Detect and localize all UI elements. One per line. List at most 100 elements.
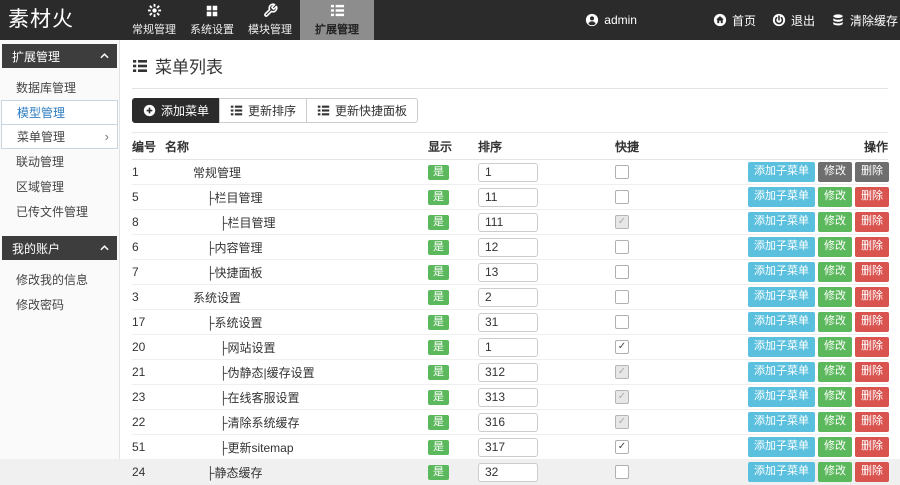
quick-checkbox[interactable] [615,165,629,179]
edit-button[interactable]: 修改 [818,462,852,482]
sidebar: 扩展管理 数据库管理 模型管理 菜单管理 › 联动管理 区域管理 已传文件管理 … [0,40,120,459]
quick-checkbox[interactable]: ✓ [615,415,629,429]
delete-button[interactable]: 删除 [855,387,889,407]
update-sort-label: 更新排序 [248,104,297,118]
row-visible: 是 [428,464,478,480]
quick-checkbox[interactable] [615,465,629,479]
row-visible: 是 [428,289,478,305]
add-child-menu-button[interactable]: 添加子菜单 [748,237,815,257]
sort-input[interactable] [478,262,538,282]
nav-item-kuozhan-active[interactable]: 扩展管理 [300,0,374,40]
nav-item-xitong[interactable]: 系统设置 [184,0,240,40]
edit-button[interactable]: 修改 [818,162,852,182]
sidebar-item-edit-info[interactable]: 修改我的信息 [16,273,89,287]
sort-input[interactable] [478,312,538,332]
quick-checkbox[interactable] [615,190,629,204]
sort-input[interactable] [478,412,538,432]
delete-button[interactable]: 删除 [855,212,889,232]
edit-button[interactable]: 修改 [818,212,852,232]
delete-button[interactable]: 删除 [855,287,889,307]
edit-button[interactable]: 修改 [818,437,852,457]
delete-button[interactable]: 删除 [855,312,889,332]
sidebar-item-files[interactable]: 已传文件管理 [16,205,89,219]
col-header-quick: 快捷 [615,139,640,154]
quick-checkbox[interactable]: ✓ [615,440,629,454]
add-child-menu-button[interactable]: 添加子菜单 [748,462,815,482]
home-link[interactable]: 首页 [713,12,756,29]
sort-input[interactable] [478,387,538,407]
quick-checkbox[interactable] [615,240,629,254]
add-child-menu-button[interactable]: 添加子菜单 [748,187,815,207]
sort-input[interactable] [478,237,538,257]
delete-button[interactable]: 删除 [855,437,889,457]
sort-input[interactable] [478,337,538,357]
edit-button[interactable]: 修改 [818,312,852,332]
sort-input[interactable] [478,287,538,307]
add-child-menu-button[interactable]: 添加子菜单 [748,312,815,332]
sort-input[interactable] [478,212,538,232]
sidebar-section-kuozhan[interactable]: 扩展管理 [2,44,117,68]
sidebar-item-model[interactable]: 模型管理 [1,100,118,125]
sidebar-item-quyu[interactable]: 区域管理 [16,180,65,194]
sort-input[interactable] [478,437,538,457]
add-child-menu-button[interactable]: 添加子菜单 [748,287,815,307]
logout-link[interactable]: 退出 [772,12,815,29]
sidebar-item-liandong[interactable]: 联动管理 [16,155,65,169]
edit-button[interactable]: 修改 [818,237,852,257]
home-icon [713,13,727,27]
quick-checkbox[interactable]: ✓ [615,340,629,354]
quick-checkbox[interactable] [615,265,629,279]
menu-table: 编号 名称 显示 排序 快捷 操作 1常规管理是添加子菜单修改删除5├栏目管理是… [132,132,889,485]
quick-checkbox[interactable] [615,315,629,329]
logout-link-label: 退出 [790,13,815,28]
user-menu[interactable]: admin [585,13,637,27]
add-child-menu-button[interactable]: 添加子菜单 [748,362,815,382]
sidebar-item-database[interactable]: 数据库管理 [16,81,77,95]
sort-input[interactable] [478,362,538,382]
delete-button[interactable]: 删除 [855,412,889,432]
row-name: ├伪静态|缓存设置 [219,365,315,380]
quick-checkbox[interactable]: ✓ [615,390,629,404]
edit-button[interactable]: 修改 [818,412,852,432]
delete-button[interactable]: 删除 [855,237,889,257]
sidebar-item-menu[interactable]: 菜单管理 › [1,124,118,149]
delete-button[interactable]: 删除 [855,187,889,207]
delete-button[interactable]: 删除 [855,337,889,357]
edit-button[interactable]: 修改 [818,387,852,407]
update-quick-panel-button[interactable]: 更新快捷面板 [306,98,419,123]
row-id: 51 [132,440,146,454]
nav-item-mokuai[interactable]: 模块管理 [242,0,298,40]
add-child-menu-button[interactable]: 添加子菜单 [748,162,815,182]
row-name: ├更新sitemap [219,440,294,455]
delete-button[interactable]: 删除 [855,362,889,382]
add-menu-button[interactable]: 添加菜单 [132,98,221,123]
clear-cache-link[interactable]: 清除缓存 [831,12,898,29]
nav-item-changgui[interactable]: 常规管理 [126,0,182,40]
quick-checkbox[interactable]: ✓ [615,215,629,229]
add-child-menu-button[interactable]: 添加子菜单 [748,212,815,232]
add-child-menu-button[interactable]: 添加子菜单 [748,387,815,407]
add-child-menu-button[interactable]: 添加子菜单 [748,337,815,357]
col-header-ops: 操作 [863,139,888,154]
delete-button[interactable]: 删除 [855,162,889,182]
quick-checkbox[interactable] [615,290,629,304]
edit-button[interactable]: 修改 [818,187,852,207]
edit-button[interactable]: 修改 [818,337,852,357]
sort-input[interactable] [478,162,538,182]
sidebar-item-edit-password[interactable]: 修改密码 [16,298,65,312]
sidebar-section-account[interactable]: 我的账户 [2,236,117,260]
edit-button[interactable]: 修改 [818,262,852,282]
delete-button[interactable]: 删除 [855,262,889,282]
edit-button[interactable]: 修改 [818,362,852,382]
delete-button[interactable]: 删除 [855,462,889,482]
sort-input[interactable] [478,462,538,482]
user-icon [585,13,599,27]
update-sort-button[interactable]: 更新排序 [219,98,308,123]
edit-button[interactable]: 修改 [818,287,852,307]
topbar: 素材火 常规管理 系统设置 模块管理 [0,0,900,40]
add-child-menu-button[interactable]: 添加子菜单 [748,262,815,282]
quick-checkbox[interactable]: ✓ [615,365,629,379]
sort-input[interactable] [478,187,538,207]
add-child-menu-button[interactable]: 添加子菜单 [748,412,815,432]
add-child-menu-button[interactable]: 添加子菜单 [748,437,815,457]
